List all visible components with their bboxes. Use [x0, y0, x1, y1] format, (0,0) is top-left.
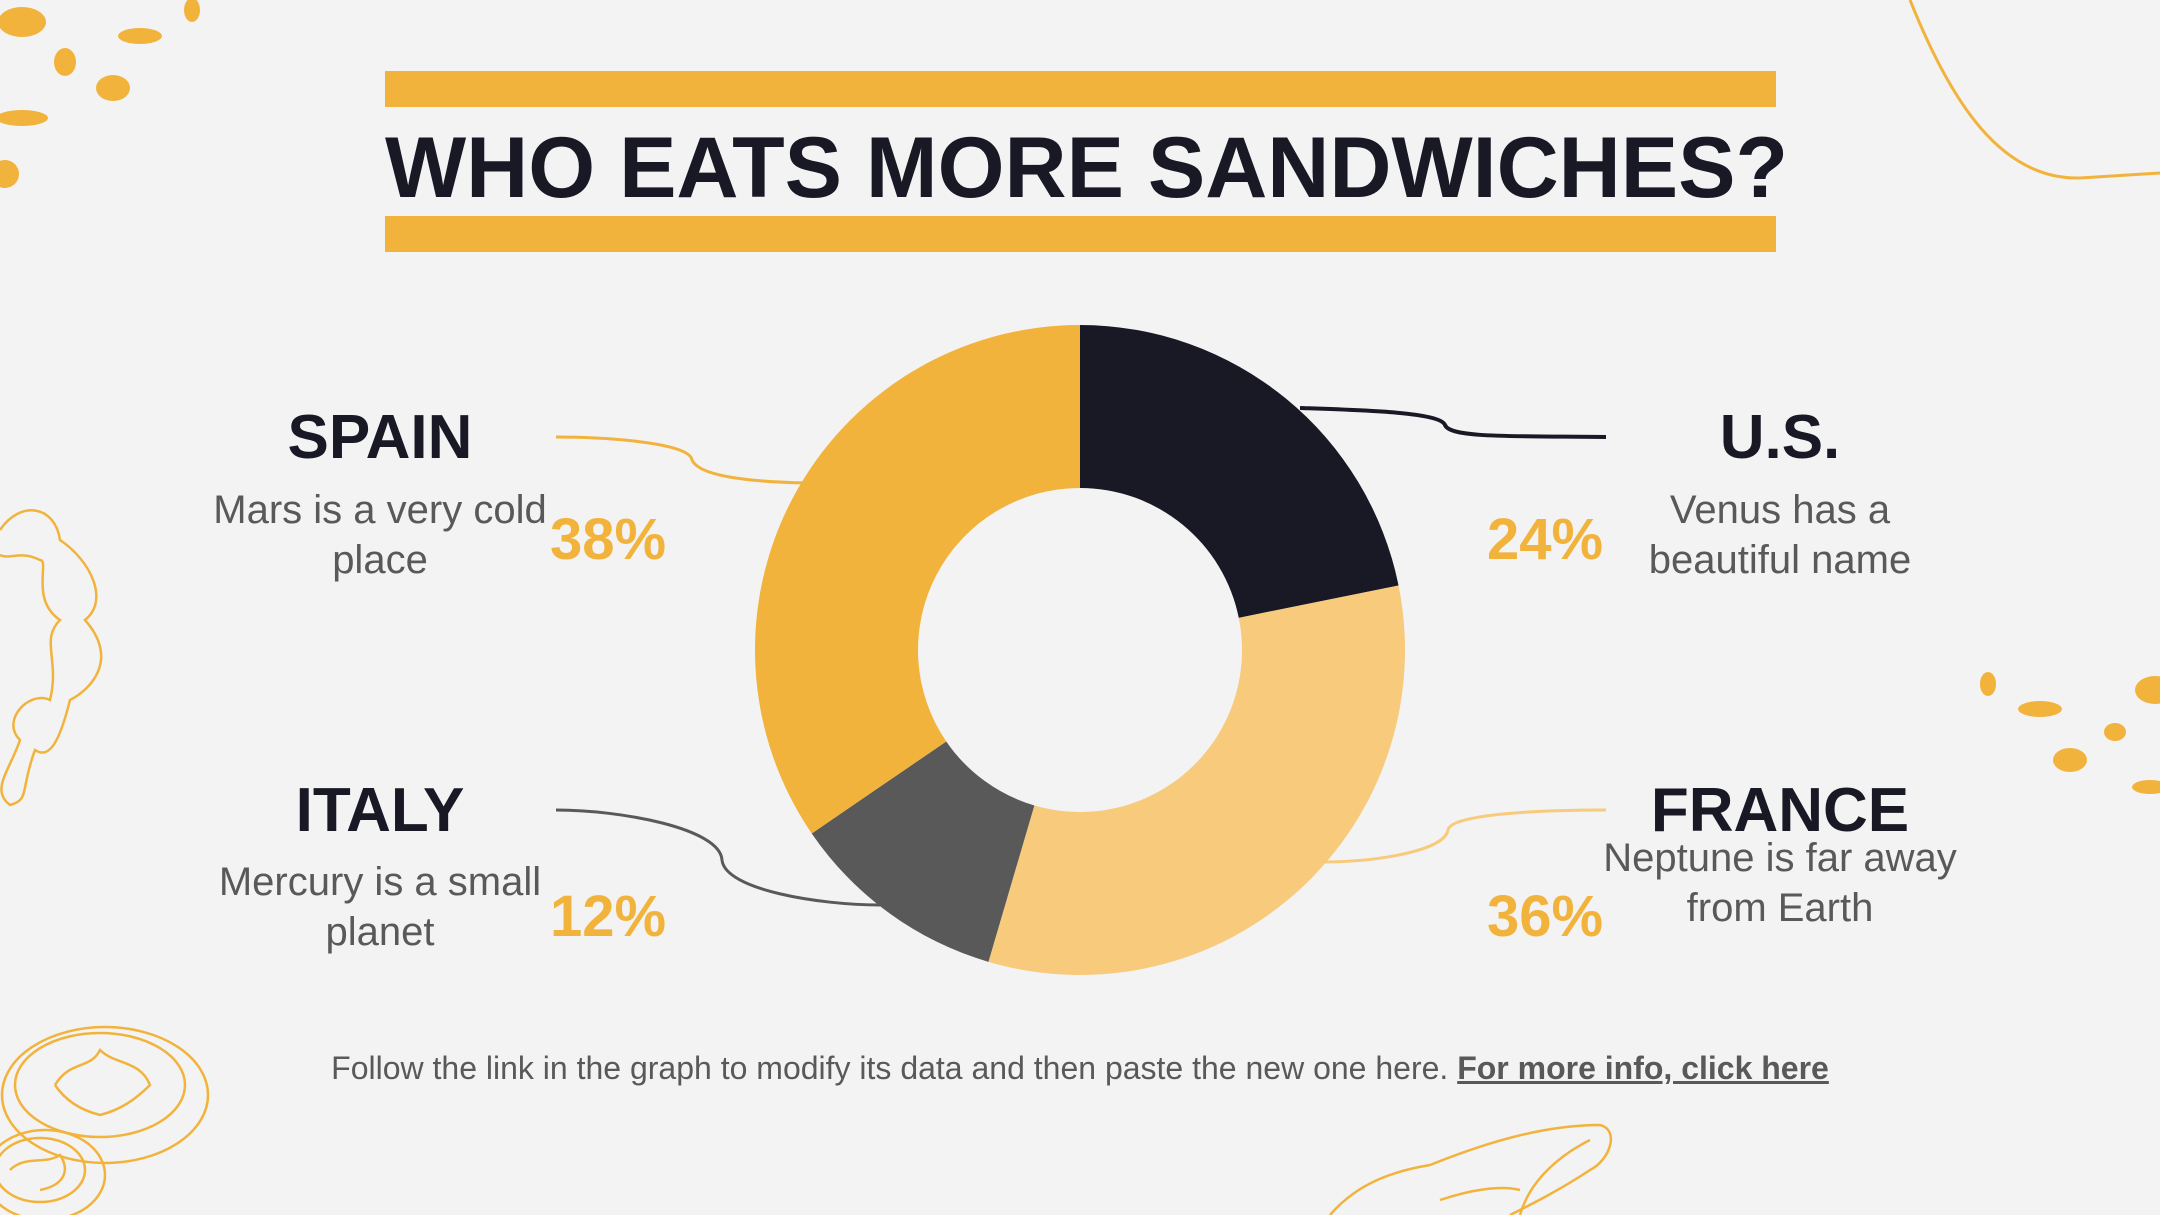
lettuce-doodle	[0, 509, 103, 807]
footer-text: Follow the link in the graph to modify i…	[331, 1050, 1449, 1086]
connector-france	[1321, 808, 1607, 864]
label-us-percent: 24%	[1487, 507, 1604, 572]
connector-spain	[555, 435, 807, 485]
label-spain-description: Mars is a very cold place	[213, 488, 547, 582]
page-title: WHO EATS MORE SANDWICHES?	[385, 120, 1789, 216]
slice-italy[interactable]	[811, 741, 1035, 962]
label-france-description: Neptune is far away from Earth	[1603, 836, 1957, 930]
slice-france[interactable]	[988, 585, 1405, 975]
curve-top-right	[1908, 0, 2160, 180]
label-italy-percent: 12%	[550, 884, 667, 949]
title-bar-bottom	[385, 216, 1776, 252]
footer-note: Follow the link in the graph to modify i…	[0, 1050, 2160, 1087]
label-italy-country: ITALY	[295, 776, 465, 845]
dots-right	[1980, 672, 2160, 794]
label-us-description: Venus has a beautiful name	[1648, 488, 1912, 582]
connector-italy	[555, 808, 881, 907]
connector-us	[1299, 406, 1607, 439]
label-italy-description: Mercury is a small planet	[218, 860, 542, 954]
title-bar-top	[385, 71, 1776, 107]
leaf-doodle	[1329, 1123, 1612, 1215]
label-france-country: FRANCE	[1650, 776, 1910, 845]
more-info-link[interactable]: For more info, click here	[1457, 1050, 1829, 1086]
slice-spain[interactable]	[754, 325, 1080, 834]
label-spain-percent: 38%	[550, 507, 667, 572]
dots-top-left	[0, 0, 200, 188]
connector-lines	[555, 406, 1607, 907]
tomato-doodle	[0, 1025, 210, 1215]
label-spain-country: SPAIN	[287, 403, 473, 472]
label-us-country: U.S.	[1719, 403, 1841, 472]
label-france-percent: 36%	[1487, 884, 1604, 949]
donut-slices	[754, 325, 1405, 975]
slice-us[interactable]	[1080, 325, 1399, 618]
